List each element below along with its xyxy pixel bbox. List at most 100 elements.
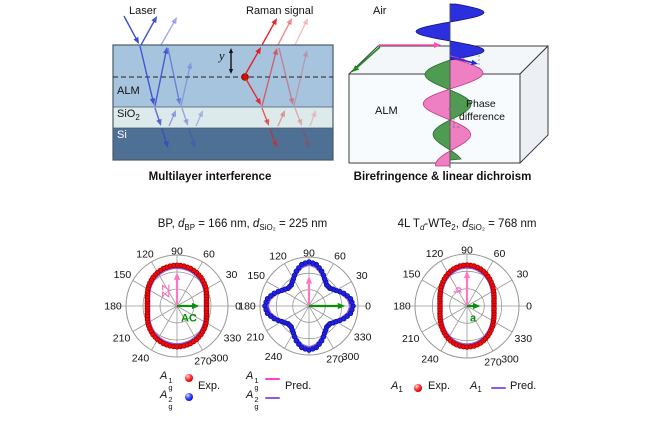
axis-label-b: b <box>453 286 465 293</box>
polar-tick-120: 120 <box>269 250 287 262</box>
polar-tick-180: 180 <box>238 301 256 313</box>
bp-plot-title: BP, dBP = 166 nm, dSiO₂ = 225 nm <box>157 218 328 232</box>
polar-tick-180: 180 <box>104 301 122 313</box>
legend-pred-label: Pred. <box>285 380 312 392</box>
exp-dot <box>203 305 210 312</box>
si-layer-label: Si <box>117 129 127 141</box>
polar-tick-240: 240 <box>421 353 439 365</box>
polar-tick-270: 270 <box>194 356 212 368</box>
exp-dot <box>299 261 305 268</box>
green-wave <box>424 59 472 161</box>
legend-a1-exp-label: A1 <box>391 380 403 394</box>
sio2-layer-label: SiO2 <box>117 108 140 122</box>
phase-difference-bracket <box>448 108 460 128</box>
polar-tick-0: 0 <box>526 301 532 313</box>
depth-y-label: y <box>219 49 225 63</box>
polar-tick-180: 180 <box>393 301 411 313</box>
polar-tick-30: 30 <box>517 269 529 281</box>
laser-label: Laser <box>129 5 157 17</box>
alm-crystal-label: ALM <box>375 105 398 117</box>
polar-tick-150: 150 <box>403 269 421 281</box>
polar-tick-330: 330 <box>224 333 242 345</box>
polar-tick-150: 150 <box>247 270 265 282</box>
polar-tick-300: 300 <box>501 353 519 365</box>
legend-violet-line-2 <box>491 387 506 390</box>
legend-exp-label: Exp. <box>198 380 221 392</box>
alm-layer-label: ALM <box>117 85 140 97</box>
exp-dot <box>349 307 355 313</box>
polar-tick-270: 270 <box>326 354 344 366</box>
polar-tick-0: 0 <box>365 301 371 313</box>
polar-tick-0: 0 <box>235 301 241 313</box>
exp-dot <box>316 265 322 271</box>
exp-dot <box>296 341 302 347</box>
legend-red-ball <box>185 374 193 382</box>
polar-tick-210: 210 <box>113 333 131 345</box>
laser-beam-arrows <box>123 15 203 148</box>
axis-label-ZZ: ZZ <box>161 284 173 298</box>
polar-tick-60: 60 <box>494 248 506 260</box>
legend-blue-ball <box>185 393 193 401</box>
polar-tick-30: 30 <box>356 270 368 282</box>
exp-dot <box>347 296 354 302</box>
exp-dot <box>268 293 274 299</box>
phase-label-line2: difference <box>459 111 505 123</box>
legend-exp-label-2: Exp. <box>428 380 451 392</box>
exp-dot <box>491 305 497 312</box>
polar-tick-150: 150 <box>114 269 132 281</box>
polar-tick-30: 30 <box>226 269 238 281</box>
polar-tick-330: 330 <box>354 332 372 344</box>
crystal-right-face <box>519 45 549 164</box>
legend-a1-pred-label: A1 <box>470 380 482 394</box>
polar-tick-120: 120 <box>136 249 154 261</box>
polar-tick-90: 90 <box>303 248 315 260</box>
raman-signal-label: Raman signal <box>246 5 314 17</box>
axis-label-AC: AC <box>181 313 197 325</box>
exp-dot <box>344 313 350 319</box>
multilayer-diagram <box>112 15 334 161</box>
polar-tick-90: 90 <box>461 245 473 257</box>
stack-outline <box>112 44 334 161</box>
exp-dot <box>313 344 319 351</box>
multilayer-caption: Multilayer interference <box>148 171 272 183</box>
polar-tick-210: 210 <box>402 333 420 345</box>
polar-tick-300: 300 <box>342 351 360 363</box>
polar-tick-60: 60 <box>334 250 346 262</box>
polarization-arrows <box>352 42 478 72</box>
sio2-layer <box>113 107 333 128</box>
legend-red-ball-2 <box>414 384 422 392</box>
pink-wave <box>422 57 484 167</box>
crystal-front-face <box>348 73 521 164</box>
birefringence-diagram <box>348 3 549 168</box>
raman-signal-arrows <box>244 18 317 148</box>
alm-layer <box>113 45 333 107</box>
polar-tick-210: 210 <box>247 332 265 344</box>
depth-y-arrow <box>228 48 234 74</box>
legend-magenta-line <box>265 378 280 381</box>
polar-tick-330: 330 <box>515 333 533 345</box>
air-label: Air <box>373 5 387 17</box>
phase-label-line1: Phase <box>466 98 496 110</box>
birefringence-caption: Birefringence & linear dichroism <box>353 171 532 183</box>
legend-pred-label-2: Pred. <box>510 380 537 392</box>
si-layer <box>113 128 333 160</box>
exp-dot <box>264 310 271 316</box>
polar-tick-120: 120 <box>426 248 444 260</box>
wte2-plot-title: 4L Td-WTe2, dSiO₂ = 768 nm <box>397 218 537 232</box>
polar-tick-240: 240 <box>265 351 283 363</box>
axis-label-a: a <box>470 313 477 325</box>
polar-tick-90: 90 <box>171 246 183 258</box>
polar-tick-240: 240 <box>132 353 150 365</box>
legend-violet-line <box>265 397 280 400</box>
polar-tick-270: 270 <box>484 357 502 369</box>
polar-tick-60: 60 <box>203 249 215 261</box>
